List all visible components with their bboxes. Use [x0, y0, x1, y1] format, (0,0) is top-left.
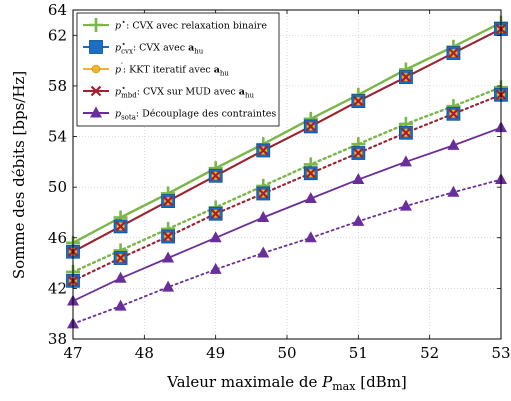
legend-box	[76, 12, 280, 127]
data-point-triangle	[209, 262, 222, 274]
data-point-cross	[305, 167, 317, 179]
data-point-triangle	[114, 271, 127, 283]
legend-label: p⋆ cvx: CVX avec ahu	[115, 40, 204, 56]
x-tick-labels: 47 48 49 50 51 52 53	[63, 344, 510, 362]
x-tick-label: 49	[206, 344, 225, 362]
x-tick-label: 48	[135, 344, 154, 362]
data-point-triangle	[447, 185, 460, 197]
legend-marker-square	[89, 40, 103, 54]
data-point-triangle	[114, 299, 127, 311]
data-point-cross	[448, 108, 459, 120]
data-point-triangle	[399, 155, 412, 167]
data-point-triangle	[257, 211, 270, 223]
y-tick-label: 46	[48, 229, 67, 247]
legend-label: p⋆ mbd: CVX sur MUD avec ahu	[115, 84, 254, 100]
legend: p⋆: CVX avec relaxation binaire p⋆ cvx: CV…	[76, 12, 280, 127]
y-tick-label: 58	[48, 77, 67, 95]
x-tick-label: 52	[420, 344, 439, 362]
x-tick-label: 51	[349, 344, 368, 362]
y-tick-label: 64	[48, 1, 67, 19]
data-point-cross	[257, 145, 269, 156]
data-point-triangle	[162, 251, 175, 263]
data-point-cross	[210, 208, 221, 220]
x-tick-label: 47	[63, 344, 82, 362]
data-point-cross	[115, 221, 126, 232]
data-point-triangle	[209, 231, 222, 243]
x-tick-label: 50	[277, 344, 296, 362]
y-axis-label: Somme des débits [bps/Hz]	[10, 71, 28, 279]
y-tick-label: 42	[48, 279, 67, 297]
legend-label: p′: KKT iteratif avec ahu	[115, 62, 229, 78]
legend-entry: p′: KKT iteratif avec ahu	[83, 62, 229, 78]
data-point-cross	[162, 195, 174, 207]
data-point-triangle	[162, 280, 175, 292]
legend-label: psota: Découplage des contraintes	[115, 109, 276, 122]
data-point-cross	[115, 252, 126, 264]
legend-label: p⋆: CVX avec relaxation binaire	[115, 18, 267, 32]
series-line-triangle-solid	[72, 126, 502, 302]
data-point-cross	[353, 147, 364, 159]
legend-entry: p⋆: CVX avec relaxation binaire	[83, 18, 267, 32]
data-point-triangle	[352, 214, 365, 226]
data-point-cross	[448, 47, 459, 59]
data-point-cross	[400, 71, 412, 83]
legend-marker-cross	[90, 85, 102, 97]
data-point-triangle	[304, 192, 317, 204]
series-line-cross-solid	[72, 28, 502, 253]
series-line-cross-dotted	[72, 93, 502, 282]
axis-ticks	[72, 9, 502, 340]
series-line-plus-dotted	[71, 85, 503, 274]
data-point-cross	[353, 95, 364, 107]
data-point-cross	[305, 121, 317, 132]
y-tick-label: 62	[48, 26, 67, 44]
data-point-cross	[400, 127, 412, 139]
y-tick-label: 38	[48, 330, 67, 348]
data-point-cross	[257, 188, 269, 199]
x-axis-label: Valeur maximale de Pmax [dBm]	[166, 373, 407, 393]
y-tick-labels: 38 42 46 50 54 58 62 64	[48, 1, 67, 348]
data-point-triangle	[447, 138, 460, 150]
series-line-triangle-dotted	[72, 178, 502, 325]
legend-entry: p⋆ cvx: CVX avec ahu	[83, 40, 204, 56]
data-point-cross	[210, 170, 221, 182]
plot-lines	[71, 21, 503, 325]
legend-entry: p⋆ mbd: CVX sur MUD avec ahu	[83, 84, 254, 100]
data-point-triangle	[352, 173, 365, 185]
data-point-triangle	[304, 231, 317, 243]
legend-entry: psota: Découplage des contraintes	[83, 106, 276, 122]
legend-marker-plus	[89, 18, 103, 32]
legend-marker-triangle	[90, 106, 102, 118]
y-tick-label: 50	[48, 178, 67, 196]
data-point-cross	[162, 231, 174, 242]
y-tick-label: 54	[48, 128, 67, 146]
data-point-triangle	[257, 246, 270, 258]
legend-marker-circle	[91, 64, 101, 74]
series-line-plus-solid	[72, 21, 502, 244]
data-point-triangle	[399, 199, 412, 211]
x-tick-label: 53	[491, 344, 510, 362]
